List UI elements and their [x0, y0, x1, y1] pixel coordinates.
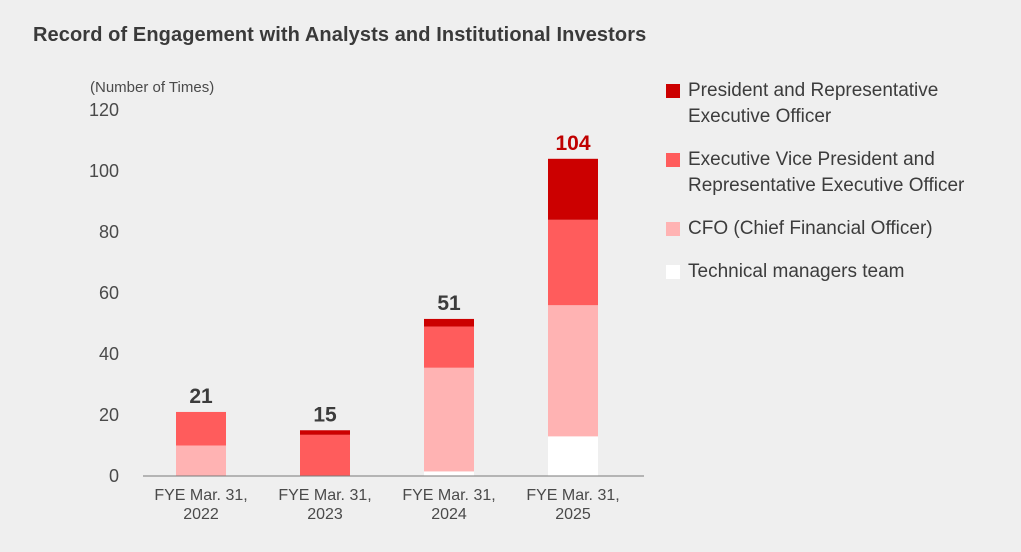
y-tick-label: 60: [99, 283, 119, 303]
bar-segment: [424, 367, 474, 472]
bar-segment: [176, 411, 226, 446]
bar-segment: [300, 430, 350, 435]
legend-label: Executive Officer: [688, 106, 832, 127]
legend-label: Technical managers team: [688, 261, 905, 282]
legend-swatch: [666, 222, 680, 236]
bar-segment: [548, 158, 598, 220]
y-tick-label: 40: [99, 344, 119, 364]
y-tick-label: 0: [109, 466, 119, 486]
x-tick-label: 2023: [307, 506, 343, 523]
bar-total-label: 51: [437, 292, 461, 315]
legend-swatch: [666, 84, 680, 98]
bar-total-label: 21: [189, 385, 213, 408]
legend-label: Representative Executive Officer: [688, 175, 965, 196]
y-axis-unit-label: (Number of Times): [90, 79, 215, 96]
stacked-bar-chart: 0 20 40 60 80 100 120 21 FYE Mar. 31, 2022 15 FYE M…: [89, 100, 644, 523]
bar-segment: [176, 445, 226, 476]
bar-segment: [548, 219, 598, 306]
legend-item: President and Representative Executive Of…: [666, 78, 1016, 130]
y-tick-label: 120: [89, 100, 119, 120]
bar-segment: [424, 471, 474, 476]
bar-total-label: 15: [313, 403, 337, 426]
chart-title: Record of Engagement with Analysts and I…: [33, 24, 647, 46]
legend-label: President and Representative: [688, 80, 939, 101]
y-tick-label: 20: [99, 405, 119, 425]
x-tick-label: FYE Mar. 31,: [526, 487, 619, 504]
legend: President and Representative Executive Of…: [666, 78, 1016, 285]
legend-item: Technical managers team: [666, 259, 1016, 285]
bar-segment: [424, 326, 474, 368]
legend-swatch: [666, 265, 680, 279]
bar-segment: [548, 436, 598, 476]
legend-item: Executive Vice President and Representati…: [666, 147, 1016, 199]
legend-label: Executive Vice President and: [688, 149, 935, 170]
x-tick-label: FYE Mar. 31,: [154, 487, 247, 504]
x-tick-label: FYE Mar. 31,: [278, 487, 371, 504]
x-tick-label: 2024: [431, 506, 467, 523]
y-tick-label: 80: [99, 222, 119, 242]
bar-total-label: 104: [555, 132, 590, 155]
x-tick-label: FYE Mar. 31,: [402, 487, 495, 504]
bar-segment: [424, 318, 474, 327]
legend-item: CFO (Chief Financial Officer): [666, 216, 1016, 242]
bar-segment: [300, 434, 350, 476]
x-tick-label: 2022: [183, 506, 219, 523]
y-tick-label: 100: [89, 161, 119, 181]
bar-segment: [548, 305, 598, 437]
legend-swatch: [666, 153, 680, 167]
legend-label: CFO (Chief Financial Officer): [688, 218, 933, 239]
x-tick-label: 2025: [555, 506, 591, 523]
